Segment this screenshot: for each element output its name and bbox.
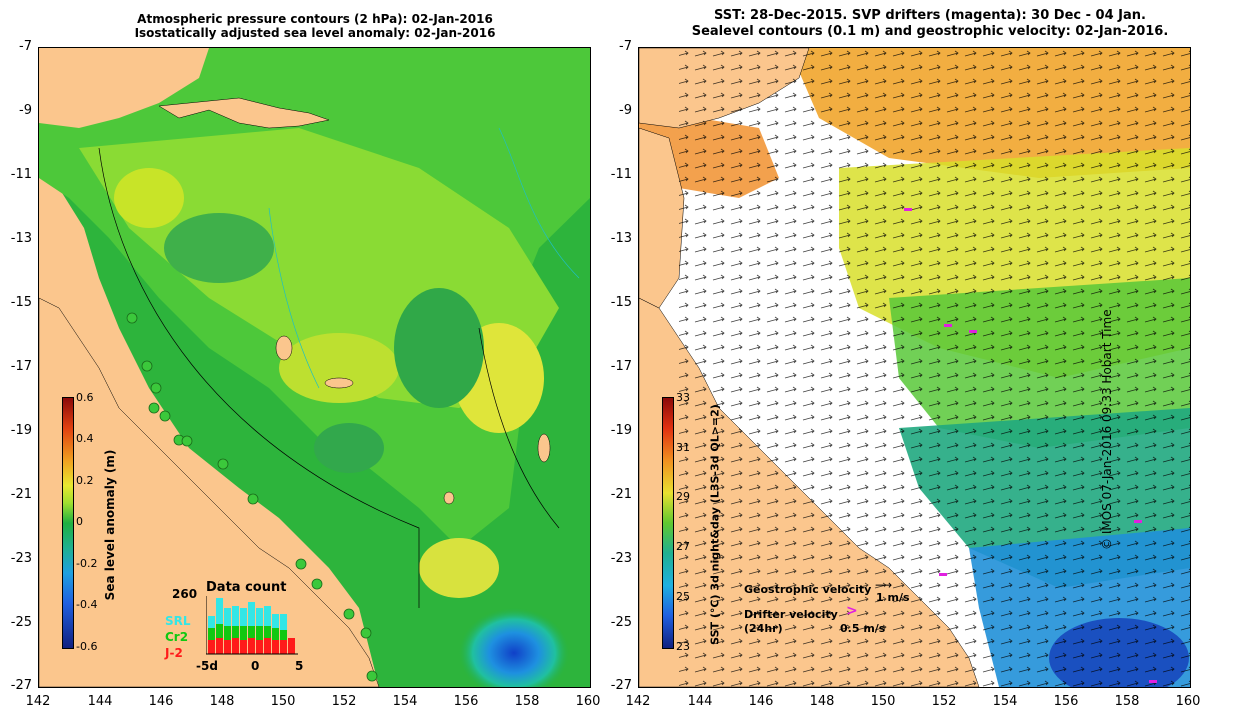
geo-velocity-label: Geostrophic velocity (744, 583, 872, 596)
drifter-velocity-label: Drifter velocity (744, 608, 838, 621)
left-ytick: -17 (10, 359, 32, 374)
left-map (38, 47, 591, 688)
right-ytick: -21 (610, 487, 632, 502)
sst-colorbar-label: SST (°C) 3d night&day (L3S-3d QL>=2) (708, 404, 722, 645)
right-ytick: -19 (610, 423, 632, 438)
right-xtick: 146 (748, 694, 774, 709)
geo-velocity-arrow: ⟶ (875, 578, 893, 592)
data-count-chart (206, 596, 298, 655)
sst-tick: 23 (676, 640, 690, 653)
sst-tick: 27 (676, 540, 690, 553)
drifter-velocity-scale: 0.5 m/s (840, 622, 886, 635)
data-count-xtick: -5d (196, 659, 218, 673)
left-map-svg (39, 48, 590, 687)
left-xtick: 146 (148, 694, 174, 709)
data-count-title: Data count (206, 580, 287, 595)
data-count-max: 260 (172, 587, 198, 601)
left-ytick: -7 (19, 39, 32, 54)
right-xtick: 148 (809, 694, 835, 709)
drifter-arrow-icon: > (846, 603, 858, 619)
left-ytick: -11 (10, 167, 32, 182)
sea-level-colorbar-label: Sea level anomaly (m) (103, 449, 117, 601)
left-ytick: -19 (10, 423, 32, 438)
sst-tick: 29 (676, 490, 690, 503)
left-xtick: 158 (514, 694, 540, 709)
right-xtick: 154 (992, 694, 1018, 709)
left-title: Atmospheric pressure contours (2 hPa): 0… (40, 12, 590, 40)
right-ytick: -27 (610, 678, 632, 693)
left-ytick: -15 (10, 295, 32, 310)
right-ytick: -9 (619, 103, 632, 118)
sea-level-colorbar (62, 397, 74, 649)
right-title-line1: SST: 28-Dec-2015. SVP drifters (magenta)… (714, 8, 1146, 23)
right-ytick: -15 (610, 295, 632, 310)
left-ytick: -25 (10, 615, 32, 630)
right-xtick: 160 (1175, 694, 1201, 709)
right-xtick: 150 (870, 694, 896, 709)
cbar-tick: 0.6 (76, 391, 94, 404)
right-ytick: -23 (610, 551, 632, 566)
data-count-bars (208, 598, 295, 654)
right-xtick: 142 (625, 694, 651, 709)
left-xtick: 142 (25, 694, 51, 709)
right-xtick: 156 (1053, 694, 1079, 709)
cbar-tick: 0.2 (76, 474, 94, 487)
cbar-tick: -0.2 (76, 557, 98, 570)
cbar-tick: -0.4 (76, 598, 98, 611)
right-ytick: -25 (610, 615, 632, 630)
right-ytick: -17 (610, 359, 632, 374)
right-map (638, 47, 1191, 688)
sst-tick: 31 (676, 441, 690, 454)
drifter-velocity-sub: (24hr) (744, 622, 783, 635)
right-xtick: 158 (1114, 694, 1140, 709)
right-xtick: 144 (687, 694, 713, 709)
right-ytick: -7 (619, 39, 632, 54)
left-ytick: -13 (10, 231, 32, 246)
left-xtick: 156 (453, 694, 479, 709)
sst-tick: 25 (676, 590, 690, 603)
cbar-tick: 0.4 (76, 432, 94, 445)
left-ytick: -21 (10, 487, 32, 502)
left-ytick: -23 (10, 551, 32, 566)
right-title: SST: 28-Dec-2015. SVP drifters (magenta)… (650, 8, 1210, 40)
geo-velocity-scale: 1 m/s (876, 591, 910, 604)
left-ytick: -9 (19, 103, 32, 118)
right-title-line2: Sealevel contours (0.1 m) and geostrophi… (691, 24, 1169, 39)
imos-credit: © IMOS 07-Jan-2016 09:33 Hobart Time (1100, 309, 1114, 550)
left-xtick: 152 (331, 694, 357, 709)
left-xtick: 148 (209, 694, 235, 709)
sst-colorbar (662, 397, 674, 649)
data-count-xtick: 5 (295, 659, 304, 673)
right-ytick: -11 (610, 167, 632, 182)
left-title-line1: Atmospheric pressure contours (2 hPa): 0… (137, 12, 493, 26)
legend-j2: J-2 (165, 646, 183, 660)
sst-tick: 33 (676, 391, 690, 404)
legend-srl: SRL (165, 614, 191, 628)
left-xtick: 160 (575, 694, 601, 709)
data-count-xtick: 0 (251, 659, 260, 673)
legend-cr2: Cr2 (165, 630, 189, 644)
right-xtick: 152 (931, 694, 957, 709)
left-xtick: 154 (392, 694, 418, 709)
left-ytick: -27 (10, 678, 32, 693)
cbar-tick: 0 (76, 515, 83, 528)
cbar-tick: -0.6 (76, 640, 98, 653)
left-title-line2: Isostatically adjusted sea level anomaly… (134, 26, 496, 40)
right-map-svg (639, 48, 1190, 687)
right-ytick: -13 (610, 231, 632, 246)
left-xtick: 150 (270, 694, 296, 709)
left-xtick: 144 (87, 694, 113, 709)
